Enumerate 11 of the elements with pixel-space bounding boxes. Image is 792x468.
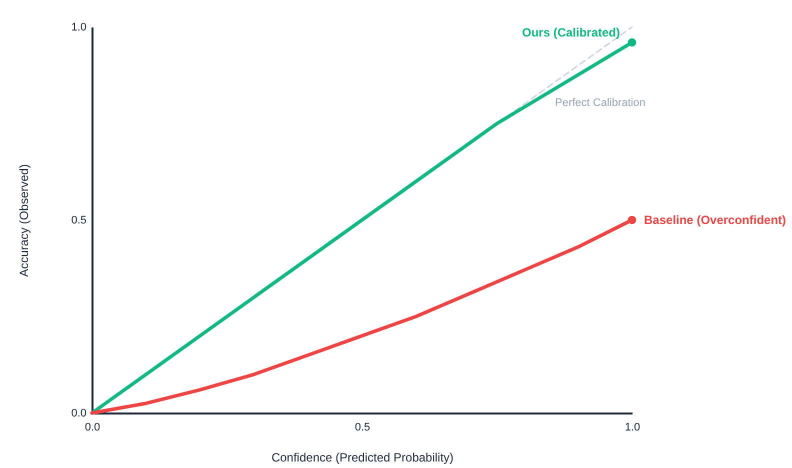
x-tick-label: 0.0 — [84, 422, 100, 434]
y-tick-label: 0.0 — [71, 408, 86, 420]
x-tick-label: 1.0 — [624, 422, 640, 434]
y-tick-label: 0.5 — [71, 214, 86, 226]
x-tick-label: 0.5 — [354, 422, 370, 434]
y-tick-label: 1.0 — [71, 22, 86, 34]
y-axis-title: Accuracy (Observed) — [17, 164, 32, 277]
series-label: Perfect Calibration — [555, 96, 646, 109]
annotation: Baseline (Overconfident) — [644, 213, 786, 227]
x-axis-title: Confidence (Predicted Probability) — [271, 450, 454, 464]
annotation: Ours (Calibrated) — [522, 25, 620, 40]
